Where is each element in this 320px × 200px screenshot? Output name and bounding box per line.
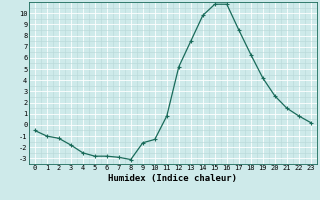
X-axis label: Humidex (Indice chaleur): Humidex (Indice chaleur): [108, 174, 237, 183]
